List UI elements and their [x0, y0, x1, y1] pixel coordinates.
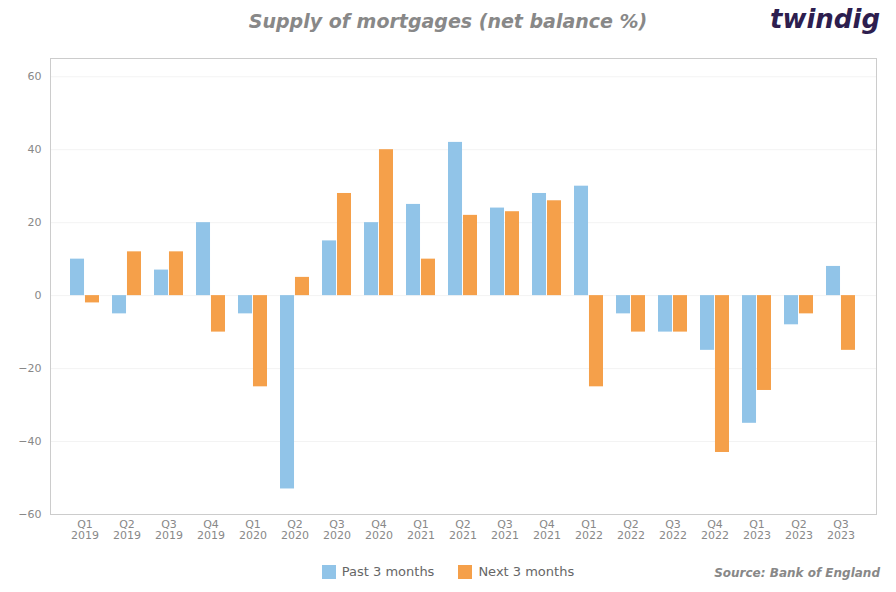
svg-text:−40: −40	[18, 435, 41, 448]
svg-text:Q32019: Q32019	[155, 518, 183, 542]
html-text:twindig: twindig	[770, 4, 880, 34]
svg-text:−60: −60	[18, 508, 41, 521]
svg-text:Q22019: Q22019	[113, 518, 141, 542]
svg-text:Q42020: Q42020	[365, 518, 393, 542]
svg-text:Q22021: Q22021	[449, 518, 477, 542]
html-text:Source: Bank of England: Source: Bank of England	[714, 566, 880, 580]
svg-text:Q12023: Q12023	[743, 518, 771, 542]
svg-text:Q32020: Q32020	[323, 518, 351, 542]
svg-text:Q12019: Q12019	[71, 518, 99, 542]
svg-text:Q22023: Q22023	[785, 518, 813, 542]
svg-text:0: 0	[35, 289, 42, 302]
html-text:Past 3 months: Past 3 months	[341, 564, 435, 579]
svg-text:Q42019: Q42019	[197, 518, 225, 542]
svg-text:Q22020: Q22020	[281, 518, 309, 542]
svg-text:Q12022: Q12022	[575, 518, 603, 542]
svg-text:40: 40	[28, 143, 42, 156]
svg-text:Q42022: Q42022	[701, 518, 729, 542]
svg-text:Q12020: Q12020	[239, 518, 267, 542]
html-text:Next 3 months: Next 3 months	[478, 564, 575, 579]
svg-text:60: 60	[28, 70, 42, 83]
svg-text:Q32023: Q32023	[827, 518, 855, 542]
svg-text:Q22022: Q22022	[617, 518, 645, 542]
svg-text:−20: −20	[18, 362, 41, 375]
html-text:Supply of mortgages (net balan: Supply of mortgages (net balance %)	[248, 10, 648, 32]
svg-text:Q12021: Q12021	[407, 518, 435, 542]
svg-text:Q32021: Q32021	[491, 518, 519, 542]
svg-text:Q42021: Q42021	[533, 518, 561, 542]
svg-text:Q32022: Q32022	[659, 518, 687, 542]
svg-text:20: 20	[28, 216, 42, 229]
